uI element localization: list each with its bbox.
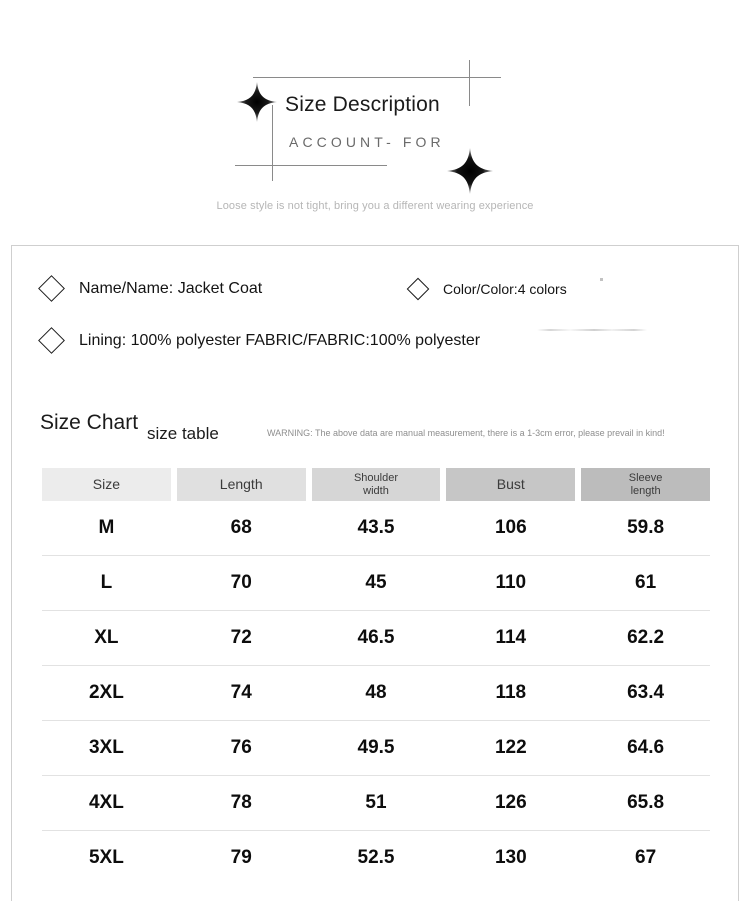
frame-line-top [253, 77, 501, 78]
banner-decorative-frame: Size Description ACCOUNT- FOR [225, 60, 515, 194]
table-cell-bust: 106 [494, 517, 527, 538]
table-cell-length: 76 [230, 737, 252, 758]
table-cell-length: 74 [230, 682, 252, 703]
table-cell-bust: 130 [494, 847, 527, 868]
table-cell-shoulder_width: 46.5 [357, 627, 395, 648]
table-cell-size: XL [94, 627, 119, 648]
banner-caption: Loose style is not tight, bring you a di… [216, 200, 534, 212]
watermark-artifact [537, 329, 647, 343]
sparkle-icon [237, 82, 277, 127]
size-chart-heading: Size Chart size table WARNING: The above… [12, 411, 738, 451]
frame-line-vertical-left [272, 105, 273, 181]
table-cell-length: 68 [230, 517, 252, 538]
diamond-icon [406, 277, 430, 301]
product-info-color: Color/Color:4 colors [406, 277, 567, 301]
product-info-row-1: Name/Name: Jacket Coat Color/Color:4 col… [12, 275, 738, 319]
product-info-lining-label: Lining: 100% polyester FABRIC/FABRIC:100… [79, 331, 481, 349]
table-cell-size: 5XL [88, 847, 124, 868]
product-info-name: Name/Name: Jacket Coat [38, 275, 263, 302]
product-info-row-2: Lining: 100% polyester FABRIC/FABRIC:100… [12, 327, 738, 371]
table-row: 5XL 79 52.5 130 67 [42, 831, 710, 885]
table-row: 4XL 78 51 126 65.8 [42, 776, 710, 831]
table-cell-shoulder_width: 51 [365, 792, 387, 813]
sparkle-icon [447, 148, 493, 199]
table-cell-bust: 118 [495, 682, 527, 703]
table-row: XL 72 46.5 114 62.2 [42, 611, 710, 666]
frame-line-vertical-right [469, 60, 470, 106]
table-cell-length: 72 [230, 627, 252, 648]
table-cell-sleeve_length: 67 [635, 847, 657, 868]
table-cell-sleeve_length: 65.8 [627, 792, 665, 813]
diamond-icon [38, 275, 65, 302]
table-cell-size: 3XL [88, 737, 124, 758]
banner: Size Description ACCOUNT- FOR Loose styl… [0, 0, 750, 232]
table-cell-bust: 122 [494, 737, 527, 758]
table-cell-sleeve_length: 59.8 [627, 517, 665, 538]
table-row: 2XL 74 48 118 63.4 [42, 666, 710, 721]
diamond-icon [38, 327, 65, 354]
table-cell-shoulder_width: 45 [365, 572, 387, 593]
size-chart-subtitle: size table [147, 424, 219, 443]
table-row: L 70 45 110 61 [42, 556, 710, 611]
table-cell-shoulder_width: 49.5 [357, 737, 395, 758]
banner-subtitle: ACCOUNT- FOR [289, 134, 445, 150]
table-cell-sleeve_length: 61 [635, 572, 657, 593]
frame-line-bottom [235, 165, 387, 166]
size-table-header-row: Size Length Shoulder width Bust Sleeve len… [42, 468, 710, 501]
size-chart-title: Size Chart [40, 411, 139, 434]
table-cell-length: 78 [230, 792, 252, 813]
size-table: Size Length Shoulder width Bust Sleeve len… [42, 468, 710, 885]
column-header-sleeve-length: Sleeve length [581, 468, 710, 501]
table-cell-bust: 126 [494, 792, 527, 813]
table-cell-shoulder_width: 48 [365, 682, 387, 703]
table-cell-sleeve_length: 62.2 [627, 627, 665, 648]
table-cell-size: L [100, 572, 113, 593]
table-cell-bust: 114 [495, 627, 527, 648]
table-cell-size: 4XL [88, 792, 124, 813]
size-info-card: Name/Name: Jacket Coat Color/Color:4 col… [11, 245, 739, 901]
size-chart-warning: WARNING: The above data are manual measu… [267, 428, 665, 438]
table-cell-length: 79 [230, 847, 252, 868]
table-cell-shoulder_width: 43.5 [357, 517, 395, 538]
table-cell-sleeve_length: 63.4 [627, 682, 665, 703]
product-info-name-label: Name/Name: Jacket Coat [79, 279, 263, 297]
product-info-lining: Lining: 100% polyester FABRIC/FABRIC:100… [38, 327, 481, 354]
table-cell-bust: 110 [495, 572, 527, 593]
table-cell-sleeve_length: 64.6 [627, 737, 665, 758]
column-header-size: Size [42, 468, 171, 501]
watermark-artifact-dot [600, 278, 603, 281]
product-info-color-label: Color/Color:4 colors [443, 281, 567, 297]
size-table-body: M 68 43.5 106 59.8 L 70 45 110 61 XL 72 46.5 114 62.2 2… [42, 501, 710, 885]
column-header-length: Length [176, 468, 306, 501]
table-cell-shoulder_width: 52.5 [357, 847, 395, 868]
table-row: 3XL 76 49.5 122 64.6 [42, 721, 710, 776]
table-row: M 68 43.5 106 59.8 [42, 501, 710, 556]
column-header-shoulder-width: Shoulder width [311, 468, 441, 501]
banner-title: Size Description [285, 93, 440, 116]
table-cell-size: M [98, 517, 115, 538]
table-cell-length: 70 [230, 572, 252, 593]
table-cell-size: 2XL [88, 682, 124, 703]
column-header-bust: Bust [446, 468, 576, 501]
